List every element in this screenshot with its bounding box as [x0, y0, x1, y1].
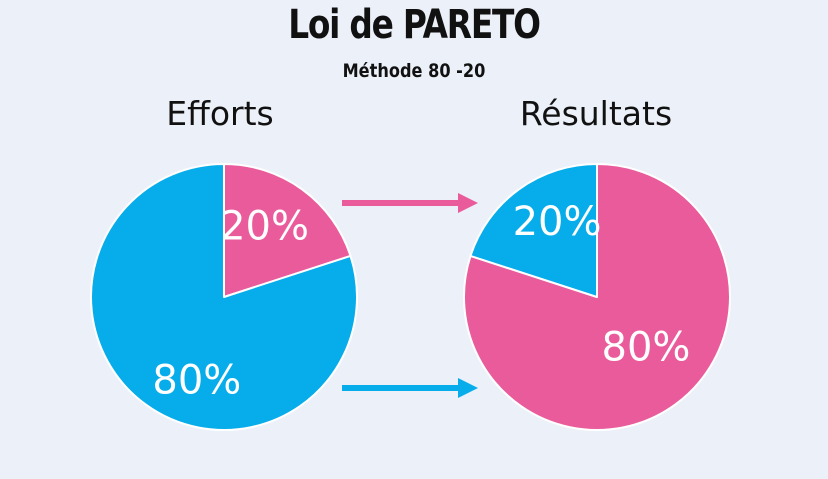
page-subtitle: Méthode 80 -20: [342, 60, 486, 82]
results-label-20: 20%: [513, 199, 602, 245]
efforts-label-80: 80%: [152, 357, 241, 403]
efforts-label-20: 20%: [220, 204, 309, 250]
results-chart-title: Résultats: [519, 94, 673, 133]
efforts-slice-80: [90, 163, 358, 431]
results-slice-20: [469, 163, 598, 298]
efforts-slice-20: [223, 163, 352, 298]
right-arrow-icon: [342, 193, 478, 213]
right-arrow-icon: [342, 378, 478, 398]
results-pie-chart: 80% 20%: [463, 163, 731, 431]
efforts-pie-chart: 20% 80%: [90, 163, 358, 431]
efforts-chart-title: Efforts: [166, 94, 274, 133]
results-label-80: 80%: [602, 325, 691, 371]
page-title: Loi de PARETO: [288, 2, 541, 48]
